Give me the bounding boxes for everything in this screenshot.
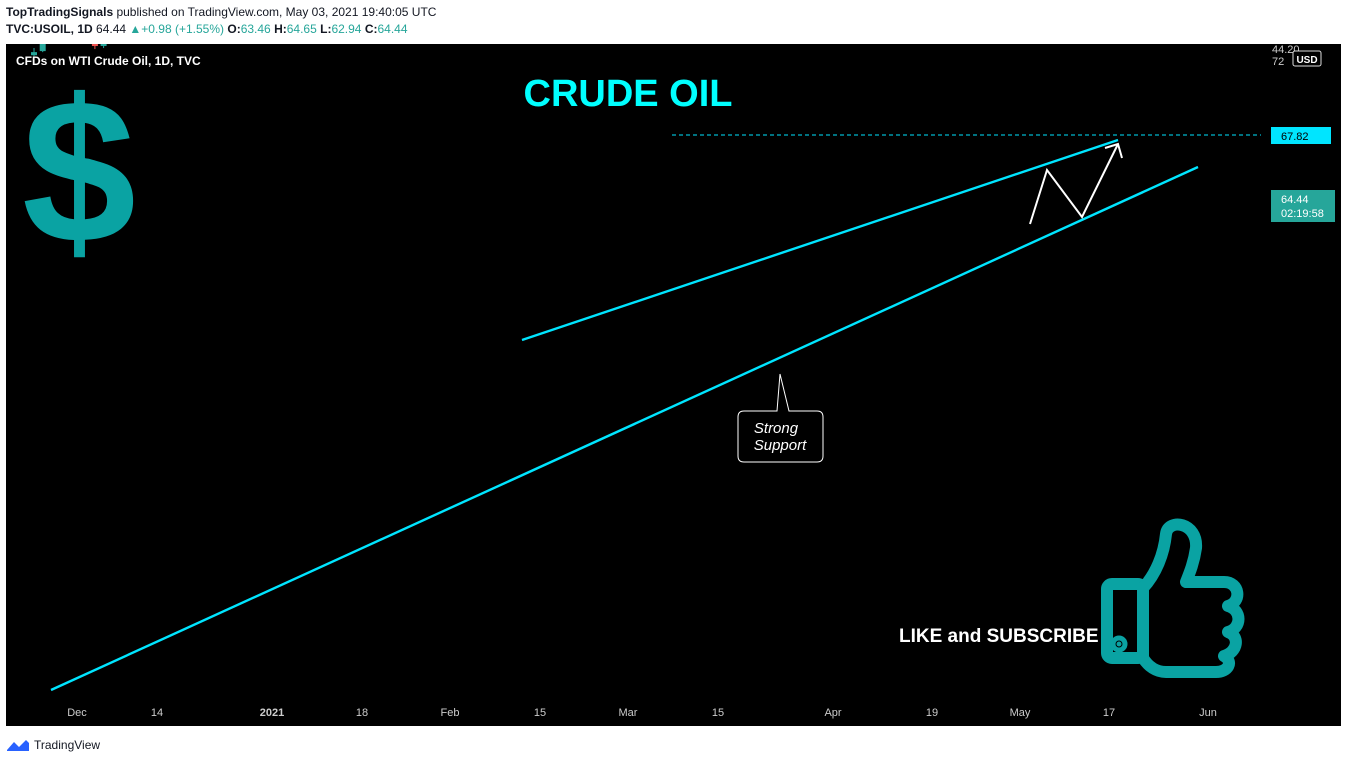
time-tick-label: 2021 [260, 707, 284, 719]
last-price: 64.44 [96, 22, 127, 36]
time-tick-label: Apr [824, 707, 841, 719]
currency-badge[interactable] [1292, 50, 1322, 67]
candle-body [39, 44, 46, 52]
current-price-tag [1271, 190, 1335, 222]
publish-info: published on TradingView.com, May 03, 20… [113, 5, 437, 19]
symbol-label: TVC:USOIL, 1D [6, 22, 93, 36]
thumbs-up-icon [1101, 518, 1245, 678]
time-tick-label: Jun [1199, 707, 1217, 719]
author-name[interactable]: TopTradingSignals [6, 5, 114, 19]
brand-name: TradingView [34, 738, 101, 752]
open-value: 63.46 [240, 22, 271, 36]
low-label: L: [320, 22, 332, 36]
support-label-line2: Support [754, 437, 807, 454]
price-change: +0.98 (+1.55%) [141, 22, 225, 36]
support-label-line1: Strong [754, 420, 799, 437]
up-triangle-icon: ▲ [129, 22, 142, 36]
upper-trendline [521, 138, 1119, 342]
tradingview-logo-icon [7, 740, 29, 751]
publish-line: TopTradingSignals published on TradingVi… [6, 4, 436, 21]
cta-text: LIKE and SUBSCRIBE [899, 626, 1099, 647]
high-label: H: [274, 22, 287, 36]
price-tick-label: 45.30 [1272, 44, 1300, 45]
candles-layer [31, 44, 107, 57]
low-value: 62.94 [331, 22, 362, 36]
chart-header: TopTradingSignals published on TradingVi… [6, 4, 436, 38]
time-tick-label: 15 [712, 707, 724, 719]
candle-body [31, 52, 37, 56]
chart-area[interactable]: Strong Support CFDs on WTI Crude Oil, 1D… [6, 44, 1341, 726]
candle-body [100, 44, 107, 47]
candle-body [91, 44, 98, 47]
ohlc-line: TVC:USOIL, 1D 64.44 ▲+0.98 (+1.55%) O:63… [6, 21, 436, 38]
high-value: 64.65 [286, 22, 317, 36]
time-tick-label: Mar [619, 707, 638, 719]
time-tick-label: 17 [1103, 707, 1115, 719]
time-tick-label: May [1010, 707, 1031, 719]
footer-brand[interactable]: TradingView [6, 735, 100, 755]
close-label: C: [364, 22, 378, 36]
target-price-tag [1271, 127, 1331, 144]
time-axis[interactable]: Dec 14 2021 18 Feb 15 Mar 15 Apr 19 May 17 Jun [67, 707, 1217, 719]
currency-label: USD [1296, 55, 1317, 66]
lower-trendline [50, 165, 1199, 692]
time-tick-label: Dec [67, 707, 87, 719]
current-price-value: 64.44 [1281, 194, 1309, 206]
chart-svg[interactable]: Strong Support CFDs on WTI Crude Oil, 1D… [6, 44, 1341, 726]
time-tick-label: 19 [926, 707, 938, 719]
projection-path [1029, 143, 1119, 225]
time-tick-label: Feb [441, 707, 460, 719]
time-tick-label: 14 [151, 707, 163, 719]
target-price-value: 67.82 [1281, 131, 1309, 143]
price-tick-label: 72 [1272, 56, 1284, 68]
time-tick-label: 15 [534, 707, 546, 719]
open-label: O: [227, 22, 241, 36]
close-value: 64.44 [377, 22, 408, 36]
bar-countdown: 02:19:58 [1281, 208, 1324, 220]
support-callout-box [737, 373, 824, 463]
chart-symbol-title: CFDs on WTI Crude Oil, 1D, TVC [16, 54, 201, 68]
dollar-icon: $ [22, 57, 136, 286]
time-tick-label: 18 [356, 707, 368, 719]
headline-title: CRUDE OIL [524, 73, 733, 115]
projection-arrowhead [1104, 142, 1123, 159]
